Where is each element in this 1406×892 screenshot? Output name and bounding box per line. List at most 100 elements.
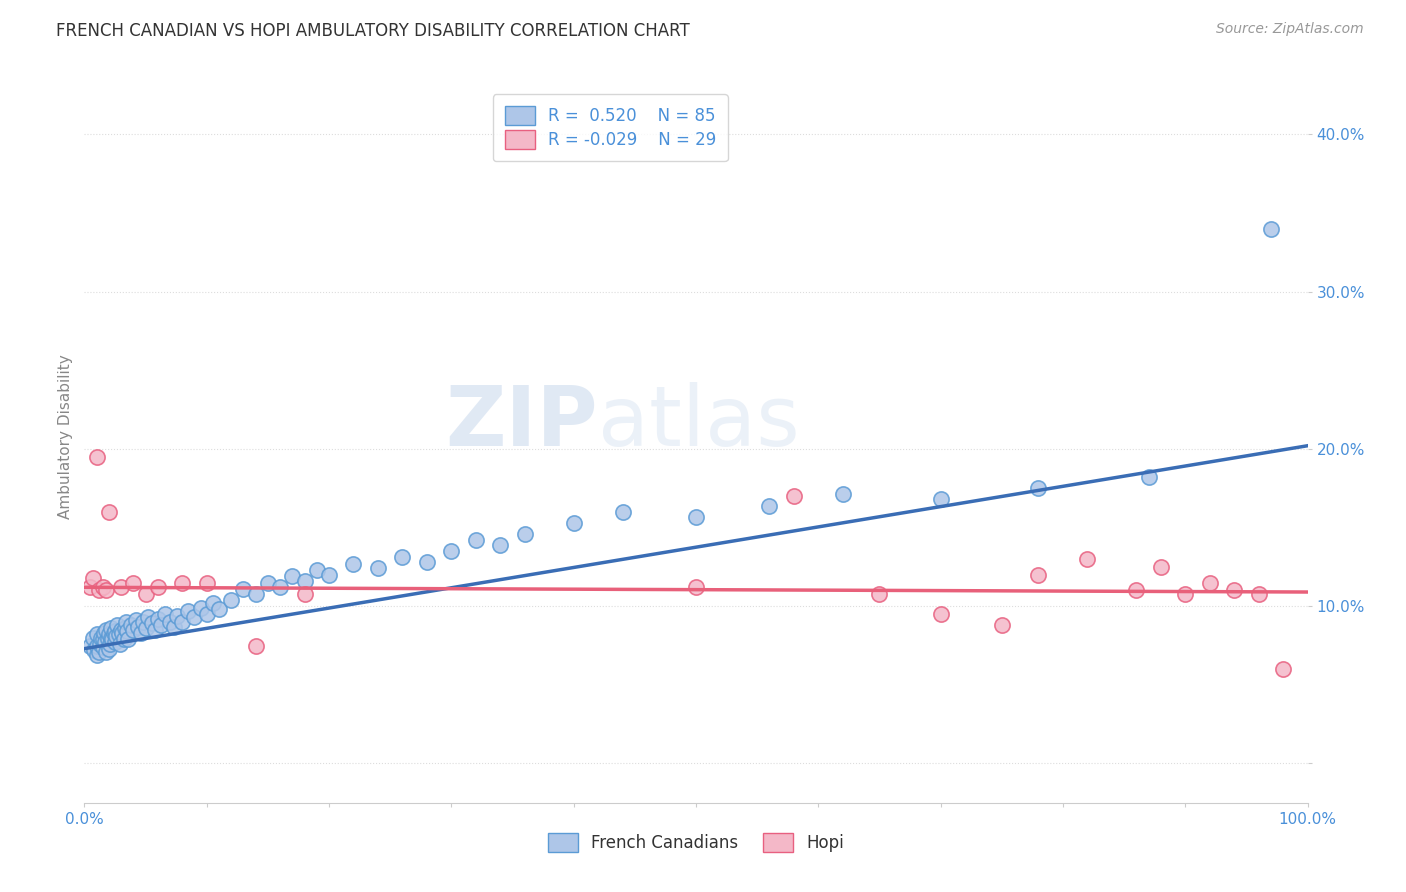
Point bbox=[416, 555, 439, 569]
Point bbox=[86, 627, 108, 641]
Point bbox=[305, 563, 328, 577]
Point bbox=[101, 632, 124, 647]
Point bbox=[172, 575, 194, 590]
Point bbox=[1028, 481, 1050, 495]
Point bbox=[91, 640, 114, 654]
Point bbox=[208, 602, 231, 616]
Point bbox=[104, 635, 127, 649]
Point bbox=[96, 645, 118, 659]
Point bbox=[135, 586, 157, 600]
Point bbox=[245, 639, 267, 653]
Point bbox=[120, 618, 142, 632]
Point bbox=[1028, 567, 1050, 582]
Text: Source: ZipAtlas.com: Source: ZipAtlas.com bbox=[1216, 22, 1364, 37]
Point bbox=[991, 618, 1014, 632]
Point bbox=[294, 586, 316, 600]
Point bbox=[127, 619, 149, 633]
Point bbox=[1223, 583, 1246, 598]
Point bbox=[869, 586, 891, 600]
Point bbox=[135, 621, 157, 635]
Point bbox=[440, 544, 463, 558]
Point bbox=[105, 629, 128, 643]
Point bbox=[107, 627, 129, 641]
Point bbox=[94, 635, 117, 649]
Point bbox=[190, 600, 212, 615]
Point bbox=[1125, 583, 1147, 598]
Point bbox=[1150, 559, 1173, 574]
Point bbox=[1076, 552, 1098, 566]
Point bbox=[97, 627, 120, 641]
Point bbox=[269, 580, 291, 594]
Point bbox=[91, 580, 114, 594]
Point bbox=[97, 505, 120, 519]
Point bbox=[104, 624, 127, 639]
Point bbox=[685, 580, 707, 594]
Point bbox=[82, 631, 104, 645]
Point bbox=[367, 561, 389, 575]
Point bbox=[166, 608, 188, 623]
Text: FRENCH CANADIAN VS HOPI AMBULATORY DISABILITY CORRELATION CHART: FRENCH CANADIAN VS HOPI AMBULATORY DISAB… bbox=[56, 22, 690, 40]
Point bbox=[115, 615, 138, 629]
Point bbox=[98, 637, 121, 651]
Point bbox=[281, 569, 304, 583]
Point bbox=[464, 533, 486, 548]
Point bbox=[257, 575, 280, 590]
Point bbox=[177, 604, 200, 618]
Point bbox=[163, 619, 186, 633]
Point bbox=[1247, 586, 1270, 600]
Point bbox=[86, 450, 108, 464]
Point bbox=[136, 610, 159, 624]
Point bbox=[96, 583, 118, 598]
Point bbox=[129, 626, 152, 640]
Point bbox=[86, 639, 108, 653]
Point bbox=[1174, 586, 1197, 600]
Point bbox=[1272, 662, 1295, 676]
Point bbox=[111, 626, 134, 640]
Point bbox=[103, 626, 125, 640]
Point bbox=[831, 487, 853, 501]
Point bbox=[108, 637, 131, 651]
Point bbox=[117, 632, 139, 647]
Point bbox=[87, 583, 110, 598]
Point bbox=[110, 580, 132, 594]
Point bbox=[143, 623, 166, 637]
Point bbox=[141, 616, 163, 631]
Point bbox=[232, 582, 254, 596]
Point bbox=[489, 538, 512, 552]
Point bbox=[783, 489, 806, 503]
Point bbox=[146, 612, 169, 626]
Y-axis label: Ambulatory Disability: Ambulatory Disability bbox=[58, 355, 73, 519]
Point bbox=[93, 626, 115, 640]
Point bbox=[195, 575, 218, 590]
Point bbox=[97, 632, 120, 647]
Point bbox=[294, 574, 316, 588]
Point bbox=[183, 610, 205, 624]
Legend: French Canadians, Hopi: French Canadians, Hopi bbox=[540, 824, 852, 860]
Point bbox=[929, 607, 952, 621]
Point bbox=[758, 499, 780, 513]
Point bbox=[150, 618, 173, 632]
Point bbox=[87, 645, 110, 659]
Point bbox=[86, 648, 108, 662]
Point bbox=[685, 509, 707, 524]
Point bbox=[82, 571, 104, 585]
Text: atlas: atlas bbox=[598, 382, 800, 463]
Point bbox=[513, 526, 536, 541]
Point bbox=[195, 607, 218, 621]
Point bbox=[79, 639, 101, 653]
Point bbox=[97, 641, 120, 656]
Point bbox=[318, 567, 340, 582]
Point bbox=[1137, 470, 1160, 484]
Point bbox=[83, 643, 105, 657]
Point bbox=[1198, 575, 1220, 590]
Text: ZIP: ZIP bbox=[446, 382, 598, 463]
Point bbox=[172, 615, 194, 629]
Point bbox=[122, 575, 145, 590]
Point bbox=[110, 623, 132, 637]
Point bbox=[100, 621, 122, 635]
Point bbox=[115, 624, 138, 639]
Point bbox=[90, 631, 112, 645]
Point bbox=[159, 615, 181, 629]
Point bbox=[100, 631, 122, 645]
Point bbox=[562, 516, 585, 530]
